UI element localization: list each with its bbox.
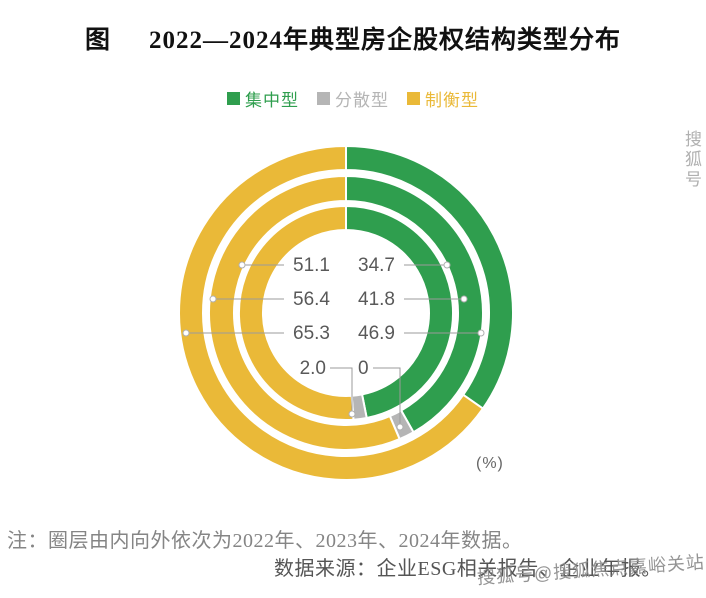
ring-2022年-segment-制衡型: [237, 204, 355, 421]
legend-label: 分散型: [335, 91, 389, 110]
legend-swatch-gray: [317, 92, 330, 105]
leader-dot: [209, 295, 217, 303]
value-label-right: 46.9: [358, 323, 395, 344]
unit-label: (%): [476, 455, 504, 472]
value-label-left: 65.3: [293, 323, 330, 344]
chart-title-prefix: 图: [84, 27, 111, 54]
leader-dot: [443, 261, 451, 269]
legend-swatch-yellow: [407, 92, 420, 105]
value-label-left: 2.0: [300, 358, 326, 379]
data-source: 数据来源：企业ESG相关报告、企业年报。: [274, 558, 662, 580]
value-label-left: 51.1: [293, 255, 330, 276]
leader-dot: [348, 410, 356, 418]
legend-swatch-green: [227, 92, 240, 105]
legend-item-concentrated: 集中型: [227, 86, 299, 111]
legend-label: 制衡型: [425, 91, 479, 110]
value-label-right: 41.8: [358, 289, 395, 310]
chart-note: 注：圈层由内向外依次为2022年、2023年、2024年数据。: [7, 530, 523, 552]
legend-label: 集中型: [245, 91, 299, 110]
ring-2024年-segment-制衡型: [178, 144, 485, 481]
value-label-left: 56.4: [293, 289, 330, 310]
chart-title: 图 2022—2024年典型房企股权结构类型分布: [0, 20, 706, 56]
leader-dot: [238, 261, 246, 269]
leader-line: [373, 367, 401, 424]
ring-2023年-segment-制衡型: [208, 174, 401, 451]
value-label-right: 0: [358, 358, 369, 379]
leader-dot: [396, 423, 404, 431]
leader-dot: [477, 329, 485, 337]
legend: 集中型 分散型 制衡型: [0, 86, 706, 111]
leader-line: [330, 367, 353, 411]
leader-dot: [182, 329, 190, 337]
legend-item-dispersed: 分散型: [317, 86, 389, 111]
chart-title-text: 2022—2024年典型房企股权结构类型分布: [149, 27, 622, 54]
watermark-side: 搜狐号: [682, 130, 701, 190]
legend-item-balanced: 制衡型: [407, 86, 479, 111]
value-label-right: 34.7: [358, 255, 395, 276]
leader-dot: [460, 295, 468, 303]
